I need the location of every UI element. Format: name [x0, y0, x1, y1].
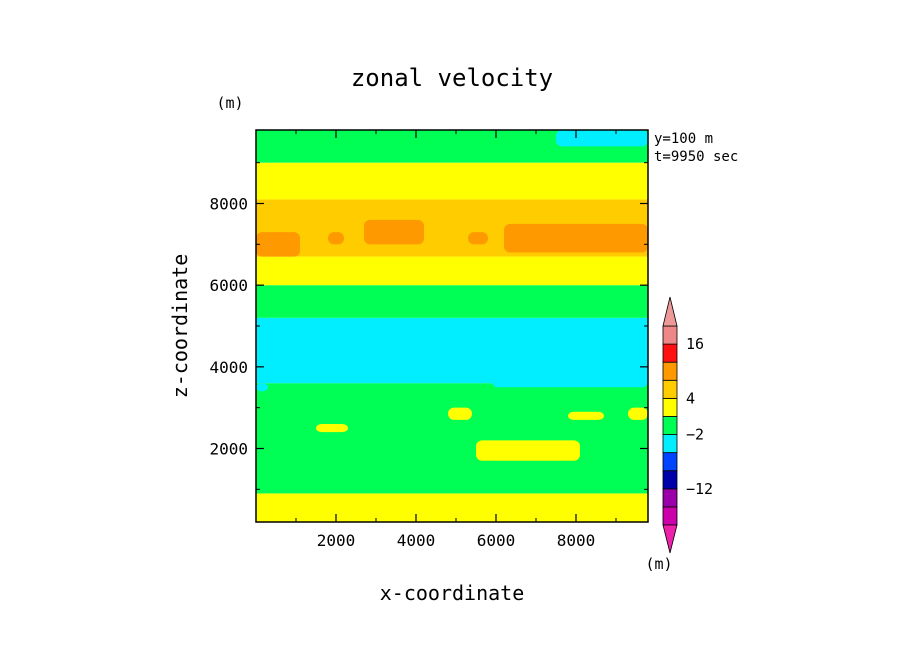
- contour-patch-10: [628, 407, 648, 420]
- colorbar-labels: 16 4 −2 −12: [686, 335, 713, 498]
- x-axis-label: x-coordinate: [380, 581, 525, 605]
- colorbar-tick-label-1: 4: [686, 389, 695, 407]
- x-tick-label-0: 2000: [317, 531, 356, 550]
- contour-patch-0: [256, 232, 300, 257]
- plot-area: [256, 130, 648, 522]
- colorbar-under-arrow: [662, 524, 678, 554]
- contour-patch-2: [364, 219, 424, 245]
- contour-patch-3: [468, 232, 488, 245]
- y-axis-label: z-coordinate: [168, 254, 192, 399]
- contour-patch-7: [316, 424, 348, 433]
- contour-patch-1: [328, 232, 344, 245]
- colorbar-box-6: [662, 397, 678, 417]
- x-tick-label-2: 6000: [477, 531, 516, 550]
- y-axis-ticks: 2000 4000 6000 8000: [209, 162, 648, 490]
- contour-patch-6: [476, 440, 580, 461]
- colorbar-box-4: [662, 434, 678, 454]
- colorbar-box-10: [662, 325, 678, 345]
- contour-band-1: [256, 383, 648, 494]
- colorbar-box-5: [662, 416, 678, 435]
- colorbar-box-8: [662, 361, 678, 381]
- y-axis-unit: (m): [216, 94, 243, 112]
- y-tick-label-2: 6000: [209, 276, 248, 295]
- x-tick-label-1: 4000: [397, 531, 436, 550]
- colorbar: [662, 296, 678, 554]
- colorbar-box-1: [662, 488, 678, 508]
- x-tick-label-3: 8000: [557, 531, 596, 550]
- colorbar-over-arrow: [662, 296, 678, 327]
- x-axis-ticks: 2000 4000 6000 8000: [295, 130, 617, 550]
- colorbar-box-3: [662, 452, 678, 472]
- colorbar-tick-label-2: −2: [686, 426, 704, 444]
- colorbar-box-0: [662, 506, 678, 526]
- contour-band-0: [256, 493, 648, 522]
- contour-patch-11: [256, 383, 268, 392]
- colorbar-box-7: [662, 379, 678, 399]
- contour-band-3: [256, 285, 648, 318]
- colorbar-tick-label-0: 16: [686, 335, 704, 353]
- colorbar-box-2: [662, 470, 678, 490]
- contour-patch-4: [504, 223, 648, 253]
- colorbar-unit: (m): [645, 555, 672, 573]
- colorbar-box-9: [662, 343, 678, 363]
- annotation-time: t=9950 sec: [654, 149, 738, 165]
- contour-band-6: [256, 162, 648, 200]
- y-tick-label-3: 8000: [209, 195, 248, 214]
- colorbar-tick-label-3: −12: [686, 480, 713, 498]
- chart-title: zonal velocity: [351, 64, 553, 92]
- y-tick-label-1: 4000: [209, 358, 248, 377]
- annotation-y-slice: y=100 m: [654, 131, 713, 147]
- contour-band-4: [256, 256, 648, 286]
- contour-patch-5: [556, 130, 648, 147]
- contour-patch-8: [448, 407, 472, 420]
- contour-patch-9: [568, 411, 604, 420]
- contour-patch-12: [492, 370, 648, 388]
- y-tick-label-0: 2000: [209, 440, 248, 459]
